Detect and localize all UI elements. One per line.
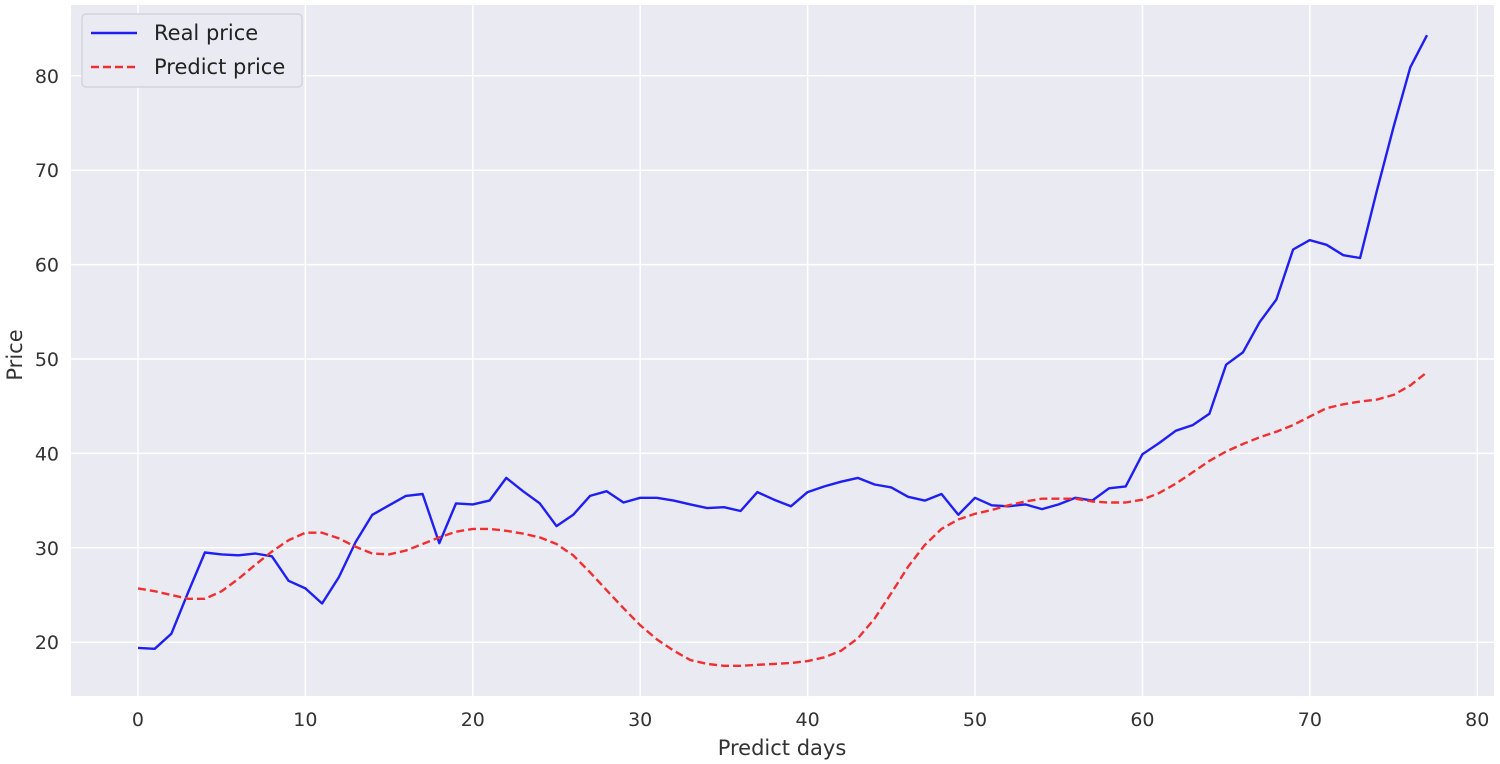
x-tick-label: 70 [1298, 709, 1322, 731]
y-tick-labels: 20 30 40 50 60 70 80 [35, 66, 59, 654]
x-tick-label: 60 [1130, 709, 1154, 731]
y-tick-label: 40 [35, 443, 59, 465]
legend-label: Real price [154, 21, 258, 45]
y-tick-label: 30 [35, 538, 59, 560]
y-tick-label: 20 [35, 632, 59, 654]
y-tick-label: 60 [35, 255, 59, 277]
series-lines [137, 34, 1429, 667]
y-axis-title: Price [3, 329, 27, 380]
grid-lines [71, 5, 1494, 696]
y-tick-label: 70 [35, 160, 59, 182]
x-tick-label: 0 [132, 709, 144, 731]
legend: Real price Predict price [81, 13, 303, 88]
legend-label: Predict price [154, 55, 285, 79]
y-tick-label: 50 [35, 349, 59, 371]
x-tick-label: 50 [963, 709, 987, 731]
x-tick-label: 80 [1465, 709, 1489, 731]
plot-background [71, 5, 1494, 696]
series-line-predict-price [137, 371, 1428, 667]
y-tick-label: 80 [35, 66, 59, 88]
x-axis-title: Predict days [718, 736, 847, 760]
x-tick-label: 40 [796, 709, 820, 731]
x-tick-label: 10 [293, 709, 317, 731]
x-tick-label: 30 [628, 709, 652, 731]
series-line-real-price [137, 34, 1429, 650]
x-tick-label: 20 [461, 709, 485, 731]
x-tick-labels: 0 10 20 30 40 50 60 70 80 [132, 709, 1489, 731]
